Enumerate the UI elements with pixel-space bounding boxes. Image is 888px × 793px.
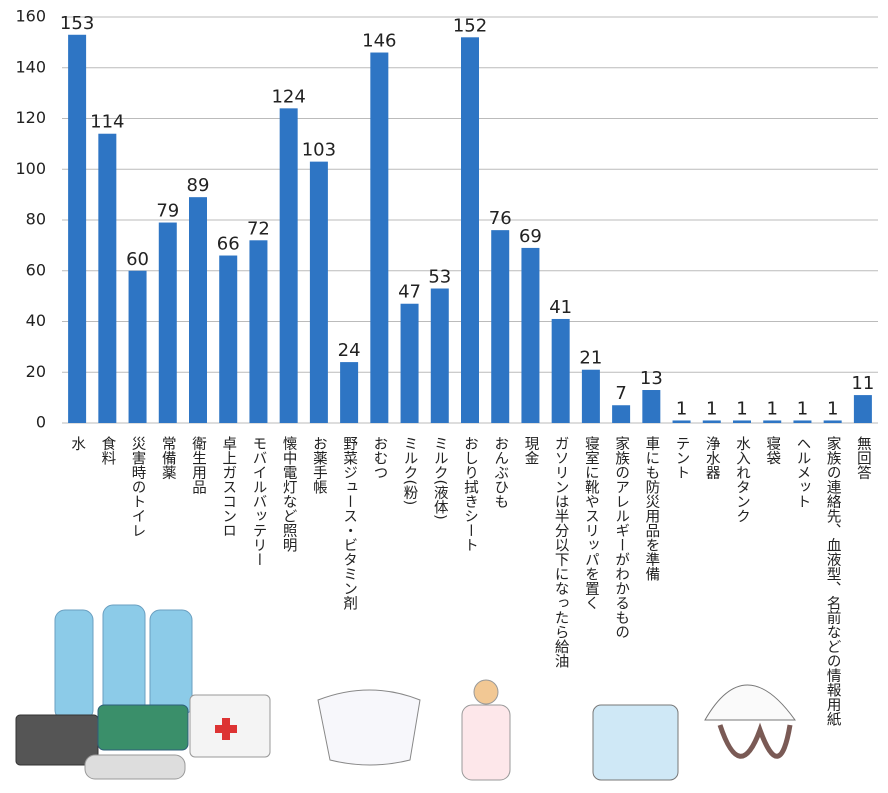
x-tick-label: 食料 (99, 436, 115, 466)
bar (702, 420, 721, 423)
bar (461, 37, 479, 424)
x-tick-label: ミルク(粉) (402, 436, 418, 505)
x-tick-label: お薬手帳 (311, 436, 327, 495)
x-tick-label: 水入れタンク (734, 436, 750, 524)
x-tick-label: 家族の連絡先、血液型、名前などの情報用紙 (825, 436, 841, 728)
x-tick-label: おんぶひも (492, 436, 508, 509)
x-tick-label: 水 (69, 436, 85, 451)
y-tick-label: 120 (15, 108, 46, 127)
bar (340, 362, 359, 423)
value-label: 103 (302, 140, 336, 161)
bar (551, 318, 570, 423)
bar (642, 390, 661, 423)
bar (853, 395, 872, 423)
bar (823, 420, 842, 423)
x-tick-label: 衛生用品 (190, 436, 206, 495)
y-tick-label: 0 (36, 413, 46, 432)
value-label: 53 (428, 267, 451, 288)
x-tick-label: テント (674, 436, 690, 480)
bar (370, 52, 389, 424)
y-tick-label: 140 (15, 57, 46, 76)
x-tick-label: 卓上ガスコンロ (220, 436, 236, 538)
value-label: 89 (187, 175, 210, 196)
bar (189, 197, 207, 423)
value-label: 152 (453, 15, 487, 36)
x-tick-label: 常備薬 (160, 436, 176, 480)
bar (672, 420, 691, 423)
bar (763, 420, 782, 423)
x-tick-label: おむつ (371, 436, 387, 480)
bar (279, 108, 298, 423)
value-label: 7 (615, 383, 626, 404)
value-label: 21 (579, 348, 602, 369)
value-label: 1 (736, 398, 747, 419)
illustrations (15, 604, 796, 781)
x-tick-label: 家族のアレルギーがわかるもの (613, 436, 629, 639)
value-label: 1 (766, 398, 777, 419)
bar (430, 288, 449, 423)
x-tick-label: 現金 (522, 436, 538, 465)
y-tick-label: 80 (26, 210, 46, 229)
value-label: 1 (827, 398, 838, 419)
value-label: 76 (489, 208, 512, 229)
value-label: 60 (126, 249, 149, 270)
value-label: 24 (338, 340, 361, 361)
x-tick-label: 車にも防災用品を準備 (643, 436, 659, 582)
value-label: 1 (706, 398, 717, 419)
bar (98, 133, 117, 423)
bar (309, 161, 328, 423)
x-tick-label: ヘルメット (794, 436, 810, 509)
value-label: 66 (217, 234, 240, 255)
value-label: 11 (851, 373, 874, 394)
bar (249, 240, 268, 423)
value-label: 79 (156, 201, 179, 222)
value-label: 153 (60, 13, 94, 34)
bar (400, 303, 419, 423)
bar (68, 34, 87, 423)
value-label: 124 (271, 86, 305, 107)
y-tick-label: 160 (15, 7, 46, 26)
value-label: 41 (549, 297, 572, 318)
x-tick-label: モバイルバッテリー (250, 436, 266, 567)
bar (128, 270, 147, 423)
bar (733, 420, 751, 423)
y-tick-label: 20 (26, 362, 46, 381)
value-label: 1 (797, 398, 808, 419)
value-label: 47 (398, 282, 421, 303)
x-tick-label: おしり拭きシート (462, 436, 478, 552)
x-tick-label: 寝室に靴やスリッパを置く (583, 435, 599, 610)
y-tick-label: 40 (26, 311, 46, 330)
x-tick-label: 寝袋 (764, 435, 780, 466)
bar (491, 230, 510, 423)
x-tick-label: ガソリンは半分以下になったら給油 (553, 436, 569, 669)
x-tick-label: 懐中電灯など照明 (281, 435, 297, 554)
value-label: 69 (519, 226, 542, 247)
x-tick-label: ミルク(液体) (432, 436, 448, 520)
bar (158, 222, 177, 423)
bar (581, 369, 600, 423)
y-tick-label: 100 (15, 159, 46, 178)
value-label: 1 (676, 398, 687, 419)
x-tick-label: 野菜ジュース・ビタミン剤 (341, 436, 357, 612)
x-tick-label: 浄水器 (704, 436, 720, 480)
bar (219, 255, 238, 423)
x-tick-label: 無回答 (855, 436, 871, 480)
y-tick-label: 60 (26, 260, 46, 279)
bar (521, 247, 540, 423)
x-tick-label: 災害時のトイレ (130, 436, 146, 538)
value-label: 114 (90, 112, 124, 133)
bar (793, 420, 812, 423)
value-label: 72 (247, 218, 270, 239)
value-label: 146 (362, 31, 396, 52)
bar (612, 405, 631, 423)
value-label: 13 (640, 368, 663, 389)
